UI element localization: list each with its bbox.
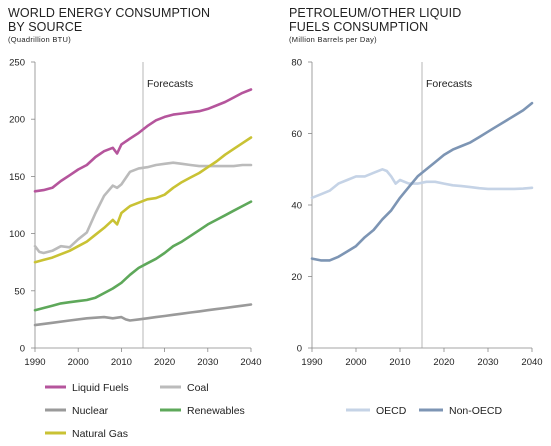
series-line-nuclear	[33, 303, 253, 327]
y-tick-label: 250	[9, 58, 25, 69]
chart1-legend: Liquid Fuels Coal Nuclear Renewables Natural…	[45, 382, 245, 440]
y-tick-label: 100	[9, 229, 25, 240]
y-tick-label: 40	[291, 201, 302, 212]
x-tick-label: 2030	[477, 357, 498, 368]
chart1-plot: 0 50 100 150 200 250 1990 2000 2010 2020 2030 2040 F…	[9, 58, 261, 369]
x-tick-label: 2010	[111, 357, 132, 368]
forecast-label: Forecasts	[426, 78, 472, 90]
x-tick-label: 2020	[154, 357, 175, 368]
legend-label: Nuclear	[72, 405, 109, 417]
legend-label: Coal	[187, 382, 209, 394]
chart1-title: WORLD ENERGY CONSUMPTION BY SOURCE	[8, 6, 210, 34]
legend-label: Liquid Fuels	[72, 382, 129, 394]
legend-label: Renewables	[187, 405, 245, 417]
chart1-subtitle: (Quadrillion BTU)	[8, 35, 72, 44]
chart1-title-line1: WORLD ENERGY CONSUMPTION	[8, 6, 211, 20]
x-tick-label: 2000	[68, 357, 89, 368]
legend-label: Non-OECD	[449, 405, 503, 417]
chart2-subtitle: (Million Barrels per Day)	[289, 35, 377, 44]
x-tick-label: 1990	[24, 357, 45, 368]
chart2-legend: OECD Non-OECD	[346, 405, 503, 417]
chart2-title-line1: PETROLEUM/OTHER LIQUID	[289, 6, 462, 20]
y-tick-label: 200	[9, 115, 25, 126]
x-tick-label: 2020	[433, 357, 454, 368]
legend-label: OECD	[376, 405, 407, 417]
y-tick-label: 150	[9, 172, 25, 183]
x-tick-label: 2000	[345, 357, 366, 368]
chart2-title: PETROLEUM/OTHER LIQUID FUELS CONSUMPTION	[289, 6, 461, 34]
chart1-title-line2: BY SOURCE	[8, 20, 83, 34]
legend-label: Natural Gas	[72, 428, 128, 440]
x-tick-label: 2030	[197, 357, 218, 368]
series-line-renewables	[33, 200, 253, 312]
x-tick-label: 2040	[521, 357, 542, 368]
series-line-natural-gas	[33, 136, 253, 264]
series-line-non-oecd	[310, 101, 534, 262]
y-tick-label: 20	[291, 272, 302, 283]
series-line-liquid-fuels	[33, 88, 253, 193]
y-tick-label: 50	[14, 286, 25, 297]
y-tick-label: 0	[297, 344, 302, 355]
series-line-coal	[33, 161, 253, 255]
chart2-title-line2: FUELS CONSUMPTION	[289, 20, 429, 34]
forecast-label: Forecasts	[147, 78, 193, 90]
y-tick-label: 60	[291, 129, 302, 140]
y-tick-label: 0	[20, 344, 25, 355]
y-tick-label: 80	[291, 58, 302, 69]
x-tick-label: 2010	[389, 357, 410, 368]
x-tick-label: 1990	[301, 357, 322, 368]
x-tick-label: 2040	[240, 357, 261, 368]
